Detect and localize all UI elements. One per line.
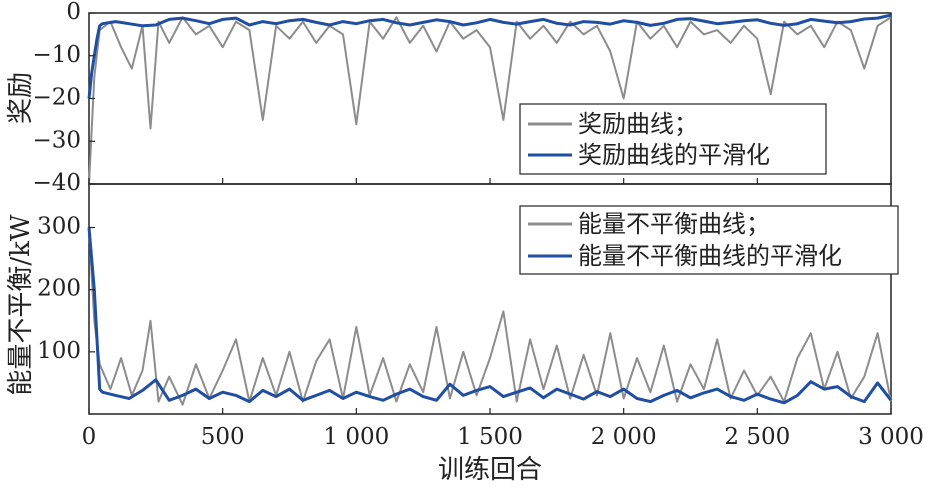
energy-series-group — [87, 227, 893, 406]
reward-y-axis-title: 奖励 — [6, 72, 36, 124]
energy-x-tick-label: 3 000 — [858, 424, 924, 450]
reward-y-tick-label: −10 — [32, 42, 81, 68]
reward-y-tick-label: −20 — [32, 85, 81, 111]
energy-x-tick-label: 1 000 — [323, 424, 389, 450]
reward-y-tick-label: 0 — [66, 0, 81, 25]
energy-y-tick-label: 300 — [37, 214, 81, 240]
energy-smoothed-series-line — [87, 227, 893, 405]
reward-y-tick-label: −40 — [32, 170, 81, 196]
energy-y-tick-label: 100 — [37, 338, 81, 364]
energy-x-tick-label: 2 000 — [591, 424, 657, 450]
reward-panel: 0 −10 −20 −30 −40 奖励 奖励曲线； 奖励曲线的平滑化 — [6, 0, 892, 196]
energy-legend-label-smooth: 能量不平衡曲线的平滑化 — [578, 242, 842, 270]
energy-x-tick-label: 1 500 — [457, 424, 523, 450]
reward-raw-series-line — [88, 16, 892, 185]
energy-x-tick-label: 0 — [82, 424, 97, 450]
energy-x-tick-label: 2 500 — [724, 424, 790, 450]
x-axis-title: 训练回合 — [438, 455, 542, 485]
reward-legend-box — [519, 103, 827, 175]
energy-y-ticks: 100 200 300 — [37, 214, 95, 364]
energy-y-axis-title: 能量不平衡/kW — [6, 214, 36, 396]
reward-legend: 奖励曲线； 奖励曲线的平滑化 — [519, 103, 827, 175]
reward-series-group — [87, 13, 892, 185]
reward-legend-label-raw: 奖励曲线； — [578, 110, 698, 138]
reward-x-ticks — [88, 178, 892, 184]
energy-x-ticks: 0 500 1 000 1 500 2 000 2 500 3 000 — [82, 408, 924, 450]
energy-raw-series-line — [88, 227, 892, 406]
energy-legend: 能量不平衡曲线； 能量不平衡曲线的平滑化 — [519, 205, 899, 275]
reward-legend-label-smooth: 奖励曲线的平滑化 — [578, 141, 770, 169]
energy-x-tick-label: 500 — [201, 424, 245, 450]
reward-smoothed-series-line — [87, 13, 892, 99]
energy-y-tick-label: 200 — [37, 276, 81, 302]
reward-y-ticks: 0 −10 −20 −30 −40 — [32, 0, 95, 196]
energy-legend-box — [519, 205, 899, 275]
reward-y-tick-label: −30 — [32, 127, 81, 153]
energy-legend-label-raw: 能量不平衡曲线； — [578, 210, 770, 238]
